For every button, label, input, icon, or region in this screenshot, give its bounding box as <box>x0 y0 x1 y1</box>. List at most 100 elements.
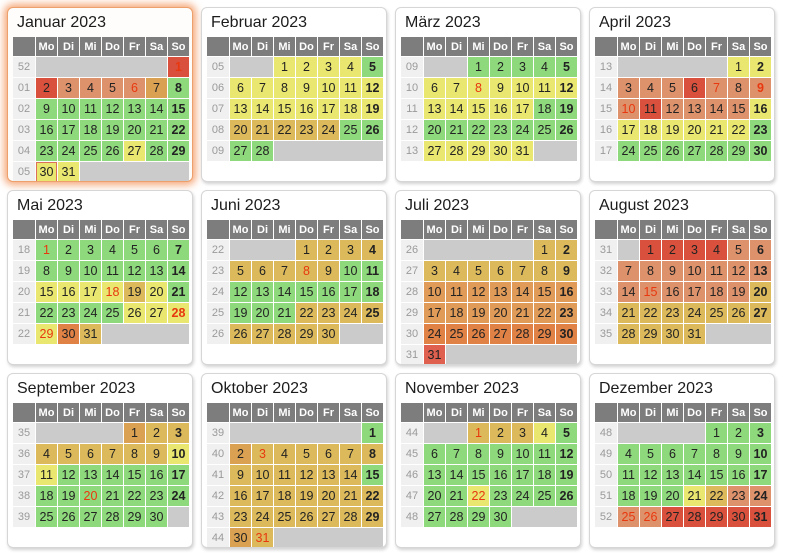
day-cell-september-20[interactable]: 20 <box>80 486 101 506</box>
day-cell-august-29[interactable]: 29 <box>640 324 661 344</box>
day-cell-august-2[interactable]: 2 <box>662 240 683 260</box>
day-cell-märz-20[interactable]: 20 <box>424 120 445 140</box>
month-card-januar-2023[interactable]: Januar 2023 Mo Di Mi Do Fr Sa So 52 1 01 2 3 4 5 6 7 8 0… <box>7 7 193 182</box>
day-cell-april-16[interactable]: 16 <box>750 99 771 119</box>
day-cell-dezember-13[interactable]: 13 <box>662 465 683 485</box>
day-cell-juni-17[interactable]: 17 <box>340 282 361 302</box>
day-cell-november-1[interactable]: 1 <box>468 423 489 443</box>
day-cell-juni-25[interactable]: 25 <box>362 303 383 323</box>
day-cell-juli-23[interactable]: 23 <box>556 303 577 323</box>
day-cell-september-10[interactable]: 10 <box>168 444 189 464</box>
day-cell-august-31[interactable]: 31 <box>684 324 705 344</box>
day-cell-dezember-24[interactable]: 24 <box>750 486 771 506</box>
day-cell-dezember-28[interactable]: 28 <box>684 507 705 527</box>
day-cell-juni-5[interactable]: 5 <box>230 261 251 281</box>
month-card-april-2023[interactable]: April 2023 Mo Di Mi Do Fr Sa So 13 1 2 14 3 4 5 6 7 8 9 1… <box>589 7 775 182</box>
day-cell-juni-29[interactable]: 29 <box>296 324 317 344</box>
day-cell-oktober-13[interactable]: 13 <box>318 465 339 485</box>
day-cell-november-14[interactable]: 14 <box>446 465 467 485</box>
day-cell-august-7[interactable]: 7 <box>618 261 639 281</box>
month-card-februar-2023[interactable]: Februar 2023 Mo Di Mi Do Fr Sa So 05 1 2 3 4 5 06 6 7 8… <box>201 7 387 182</box>
day-cell-dezember-25[interactable]: 25 <box>618 507 639 527</box>
day-cell-juni-7[interactable]: 7 <box>274 261 295 281</box>
day-cell-märz-22[interactable]: 22 <box>468 120 489 140</box>
day-cell-august-20[interactable]: 20 <box>750 282 771 302</box>
day-cell-januar-19[interactable]: 19 <box>102 120 123 140</box>
day-cell-juli-4[interactable]: 4 <box>446 261 467 281</box>
day-cell-mai-7[interactable]: 7 <box>168 240 189 260</box>
day-cell-september-1[interactable]: 1 <box>124 423 145 443</box>
day-cell-september-25[interactable]: 25 <box>36 507 57 527</box>
day-cell-oktober-30[interactable]: 30 <box>230 528 251 547</box>
day-cell-januar-29[interactable]: 29 <box>168 141 189 161</box>
day-cell-april-7[interactable]: 7 <box>706 78 727 98</box>
day-cell-oktober-15[interactable]: 15 <box>362 465 383 485</box>
day-cell-mai-25[interactable]: 25 <box>102 303 123 323</box>
day-cell-mai-31[interactable]: 31 <box>80 324 101 344</box>
day-cell-november-29[interactable]: 29 <box>468 507 489 527</box>
day-cell-juni-13[interactable]: 13 <box>252 282 273 302</box>
day-cell-januar-4[interactable]: 4 <box>80 78 101 98</box>
day-cell-märz-30[interactable]: 30 <box>490 141 511 161</box>
day-cell-oktober-10[interactable]: 10 <box>252 465 273 485</box>
day-cell-april-27[interactable]: 27 <box>684 141 705 161</box>
day-cell-september-18[interactable]: 18 <box>36 486 57 506</box>
day-cell-dezember-14[interactable]: 14 <box>684 465 705 485</box>
day-cell-juni-3[interactable]: 3 <box>340 240 361 260</box>
day-cell-dezember-11[interactable]: 11 <box>618 465 639 485</box>
day-cell-februar-20[interactable]: 20 <box>230 120 251 140</box>
day-cell-oktober-5[interactable]: 5 <box>296 444 317 464</box>
day-cell-februar-14[interactable]: 14 <box>252 99 273 119</box>
day-cell-januar-25[interactable]: 25 <box>80 141 101 161</box>
day-cell-november-2[interactable]: 2 <box>490 423 511 443</box>
day-cell-januar-13[interactable]: 13 <box>124 99 145 119</box>
day-cell-dezember-4[interactable]: 4 <box>618 444 639 464</box>
day-cell-september-6[interactable]: 6 <box>80 444 101 464</box>
day-cell-november-30[interactable]: 30 <box>490 507 511 527</box>
day-cell-april-21[interactable]: 21 <box>706 120 727 140</box>
day-cell-august-10[interactable]: 10 <box>684 261 705 281</box>
day-cell-juni-1[interactable]: 1 <box>296 240 317 260</box>
month-card-juni-2023[interactable]: Juni 2023 Mo Di Mi Do Fr Sa So 22 1 2 3 4 23 5 6 7 8 9 10… <box>201 190 387 365</box>
day-cell-mai-6[interactable]: 6 <box>146 240 167 260</box>
day-cell-februar-15[interactable]: 15 <box>274 99 295 119</box>
day-cell-januar-1[interactable]: 1 <box>168 57 189 77</box>
day-cell-oktober-3[interactable]: 3 <box>252 444 273 464</box>
day-cell-februar-2[interactable]: 2 <box>296 57 317 77</box>
day-cell-august-9[interactable]: 9 <box>662 261 683 281</box>
day-cell-märz-10[interactable]: 10 <box>512 78 533 98</box>
day-cell-dezember-12[interactable]: 12 <box>640 465 661 485</box>
day-cell-juli-21[interactable]: 21 <box>512 303 533 323</box>
day-cell-april-19[interactable]: 19 <box>662 120 683 140</box>
day-cell-mai-1[interactable]: 1 <box>36 240 57 260</box>
day-cell-november-7[interactable]: 7 <box>446 444 467 464</box>
day-cell-dezember-9[interactable]: 9 <box>728 444 749 464</box>
day-cell-august-4[interactable]: 4 <box>706 240 727 260</box>
day-cell-april-9[interactable]: 9 <box>750 78 771 98</box>
day-cell-januar-28[interactable]: 28 <box>146 141 167 161</box>
day-cell-märz-2[interactable]: 2 <box>490 57 511 77</box>
day-cell-februar-25[interactable]: 25 <box>340 120 361 140</box>
day-cell-august-26[interactable]: 26 <box>728 303 749 323</box>
day-cell-februar-27[interactable]: 27 <box>230 141 251 161</box>
day-cell-april-28[interactable]: 28 <box>706 141 727 161</box>
day-cell-dezember-26[interactable]: 26 <box>640 507 661 527</box>
day-cell-januar-20[interactable]: 20 <box>124 120 145 140</box>
day-cell-märz-8[interactable]: 8 <box>468 78 489 98</box>
day-cell-september-7[interactable]: 7 <box>102 444 123 464</box>
day-cell-april-15[interactable]: 15 <box>728 99 749 119</box>
day-cell-dezember-20[interactable]: 20 <box>662 486 683 506</box>
day-cell-dezember-29[interactable]: 29 <box>706 507 727 527</box>
day-cell-august-23[interactable]: 23 <box>662 303 683 323</box>
day-cell-november-28[interactable]: 28 <box>446 507 467 527</box>
day-cell-januar-15[interactable]: 15 <box>168 99 189 119</box>
day-cell-dezember-30[interactable]: 30 <box>728 507 749 527</box>
day-cell-märz-3[interactable]: 3 <box>512 57 533 77</box>
day-cell-august-12[interactable]: 12 <box>728 261 749 281</box>
day-cell-januar-26[interactable]: 26 <box>102 141 123 161</box>
day-cell-februar-28[interactable]: 28 <box>252 141 273 161</box>
day-cell-dezember-2[interactable]: 2 <box>728 423 749 443</box>
day-cell-april-26[interactable]: 26 <box>662 141 683 161</box>
day-cell-mai-17[interactable]: 17 <box>80 282 101 302</box>
day-cell-mai-14[interactable]: 14 <box>168 261 189 281</box>
